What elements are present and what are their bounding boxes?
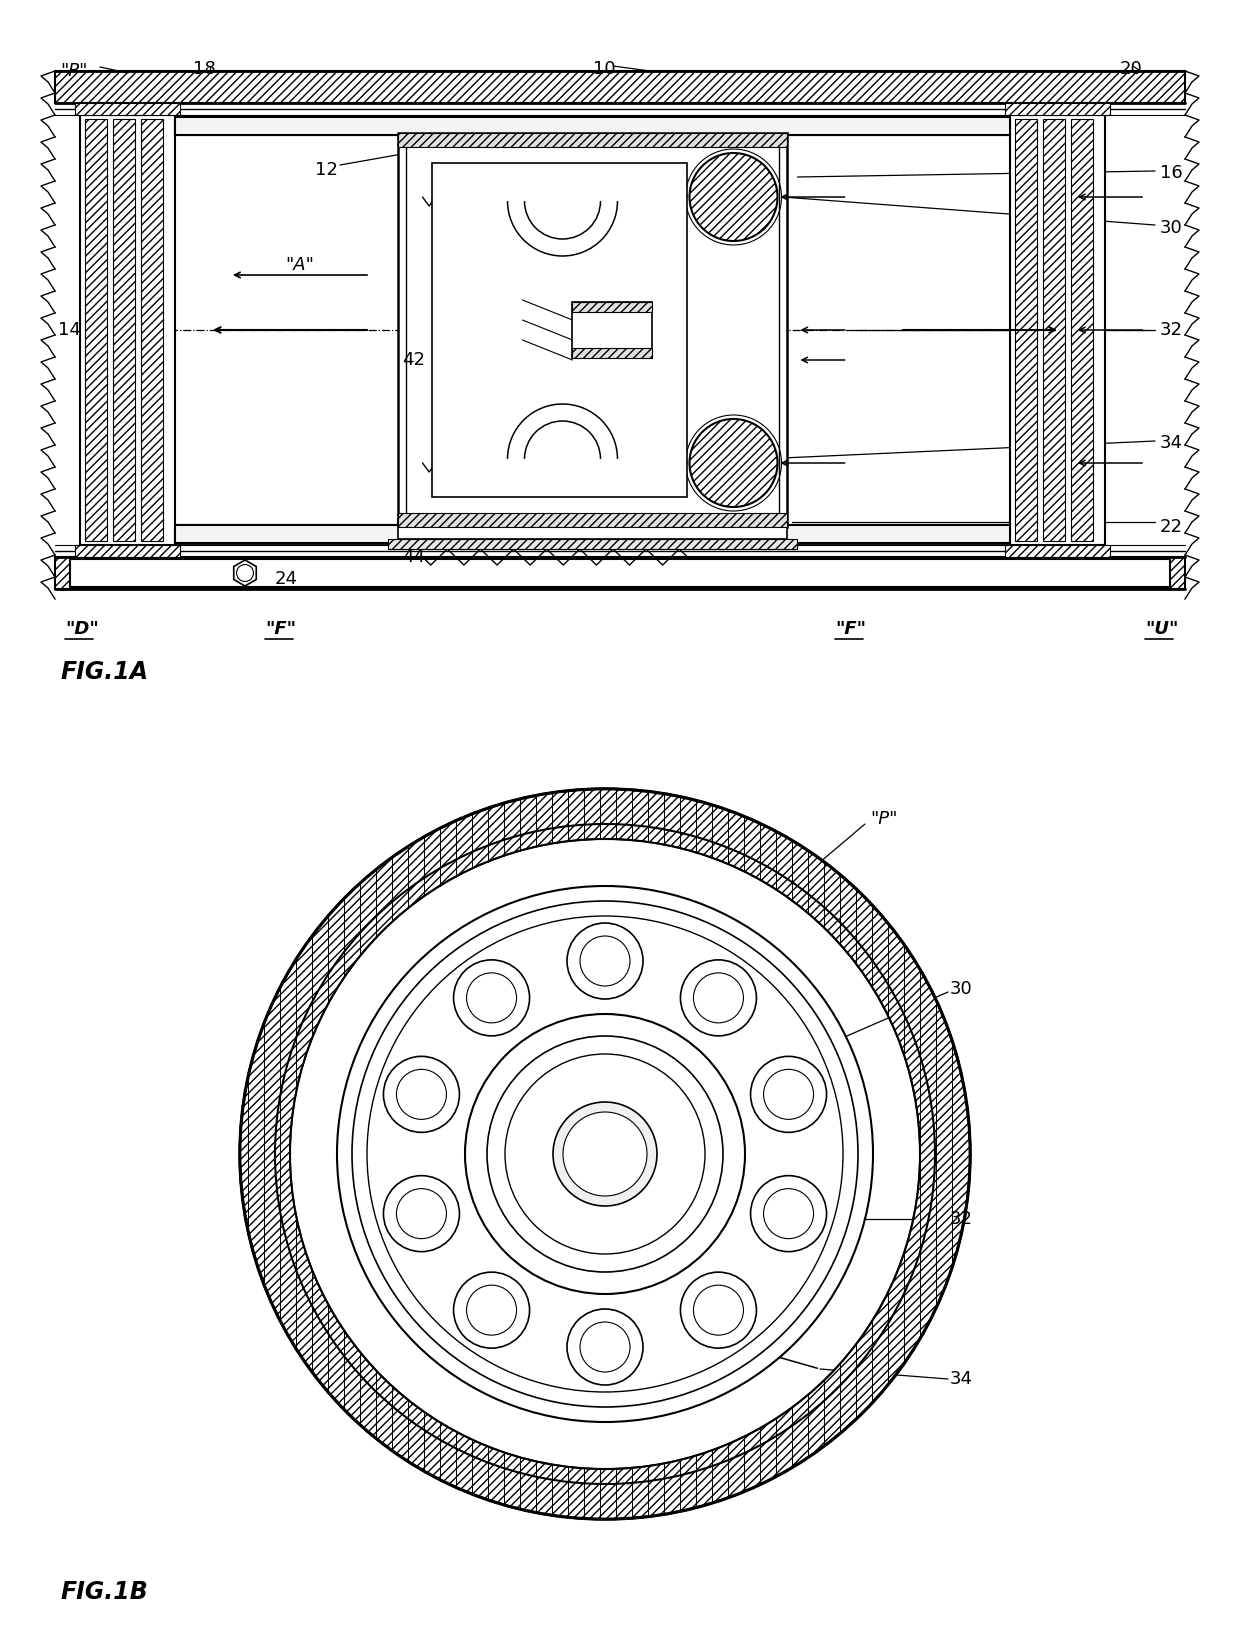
Bar [1004,546,1110,557]
Bar [398,520,787,540]
Bar [1071,121,1092,541]
Wedge shape [241,789,970,1519]
Bar [74,104,180,116]
Circle shape [750,1056,827,1133]
Circle shape [580,936,630,986]
Circle shape [454,960,529,1037]
Bar [86,121,107,541]
Text: 16: 16 [1159,165,1183,183]
Circle shape [487,1037,723,1273]
Circle shape [764,1188,813,1239]
Circle shape [689,153,777,241]
Circle shape [567,1309,644,1386]
Text: 30: 30 [950,980,972,998]
Circle shape [505,1055,706,1253]
Text: 44: 44 [403,548,425,566]
Text: "F": "F" [835,619,866,637]
Circle shape [466,1286,517,1335]
Text: 30: 30 [1159,218,1183,236]
Text: 24: 24 [275,569,298,588]
Polygon shape [234,561,257,587]
Text: 12: 12 [315,161,337,179]
Bar [398,513,787,528]
Circle shape [465,1014,745,1294]
Text: "P": "P" [60,62,87,80]
Circle shape [241,789,970,1519]
Bar [1043,121,1065,541]
Bar [74,546,180,557]
Text: 14: 14 [58,321,81,339]
Text: 34: 34 [950,1369,973,1387]
Bar [433,165,687,497]
Bar [1004,104,1110,116]
Circle shape [689,421,777,507]
Circle shape [580,1322,630,1372]
Bar [69,559,1171,588]
Circle shape [553,1102,657,1206]
Circle shape [397,1188,446,1239]
Circle shape [397,1069,446,1120]
Text: 34: 34 [1159,434,1183,452]
Bar [113,121,135,541]
Text: "F": "F" [265,619,296,637]
Circle shape [466,973,517,1024]
Bar [175,526,1011,544]
Text: "D": "D" [64,619,99,637]
Circle shape [764,1069,813,1120]
Text: 18: 18 [193,60,216,78]
Bar [55,72,1185,104]
Text: 20: 20 [1120,60,1143,78]
Bar [175,117,1011,135]
Circle shape [563,1112,647,1196]
Circle shape [750,1175,827,1252]
Text: 10: 10 [593,60,615,78]
Bar [398,134,787,148]
Circle shape [454,1273,529,1348]
Text: 22: 22 [1159,518,1183,536]
Bar [573,303,652,359]
Bar [1016,121,1037,541]
Text: "U": "U" [1145,619,1178,637]
Text: 32: 32 [950,1209,973,1227]
Circle shape [383,1175,460,1252]
Text: FIG.1B: FIG.1B [60,1579,148,1602]
Bar [573,303,652,313]
Circle shape [352,901,858,1407]
Text: FIG.1A: FIG.1A [60,660,148,683]
Circle shape [693,973,744,1024]
Bar [55,557,1185,590]
Text: 32: 32 [1159,321,1183,339]
Bar [387,540,797,549]
Text: "A": "A" [285,256,314,274]
Circle shape [237,566,253,582]
Circle shape [681,1273,756,1348]
Bar [141,121,162,541]
Bar [573,349,652,359]
Circle shape [383,1056,460,1133]
Circle shape [681,960,756,1037]
Bar [405,142,780,520]
Circle shape [337,887,873,1421]
Bar [81,116,175,546]
Circle shape [367,916,843,1392]
Circle shape [567,924,644,999]
Text: "P": "P" [870,810,898,828]
Bar [398,134,787,528]
Circle shape [693,1286,744,1335]
Text: 42: 42 [403,350,425,368]
Bar [1011,116,1105,546]
